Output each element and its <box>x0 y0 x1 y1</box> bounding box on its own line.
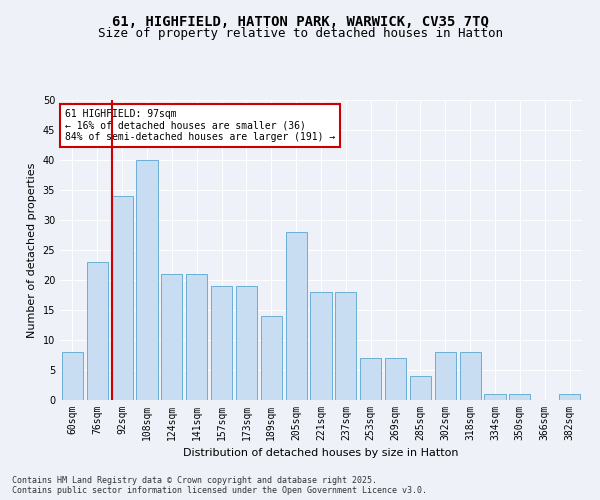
Bar <box>559 394 580 400</box>
Bar <box>62 352 83 400</box>
Bar <box>136 160 158 400</box>
Text: Contains HM Land Registry data © Crown copyright and database right 2025.
Contai: Contains HM Land Registry data © Crown c… <box>12 476 427 495</box>
Bar <box>236 286 257 400</box>
Bar <box>360 358 381 400</box>
Bar <box>87 262 108 400</box>
Bar <box>385 358 406 400</box>
Bar <box>410 376 431 400</box>
Bar <box>484 394 506 400</box>
Bar <box>435 352 456 400</box>
Bar <box>509 394 530 400</box>
Text: 61, HIGHFIELD, HATTON PARK, WARWICK, CV35 7TQ: 61, HIGHFIELD, HATTON PARK, WARWICK, CV3… <box>112 15 488 29</box>
Bar <box>211 286 232 400</box>
Text: Size of property relative to detached houses in Hatton: Size of property relative to detached ho… <box>97 28 503 40</box>
X-axis label: Distribution of detached houses by size in Hatton: Distribution of detached houses by size … <box>183 448 459 458</box>
Bar <box>261 316 282 400</box>
Bar <box>186 274 207 400</box>
Bar <box>310 292 332 400</box>
Bar <box>112 196 133 400</box>
Bar <box>460 352 481 400</box>
Bar <box>286 232 307 400</box>
Bar <box>161 274 182 400</box>
Text: 61 HIGHFIELD: 97sqm
← 16% of detached houses are smaller (36)
84% of semi-detach: 61 HIGHFIELD: 97sqm ← 16% of detached ho… <box>65 109 335 142</box>
Bar <box>335 292 356 400</box>
Y-axis label: Number of detached properties: Number of detached properties <box>27 162 37 338</box>
